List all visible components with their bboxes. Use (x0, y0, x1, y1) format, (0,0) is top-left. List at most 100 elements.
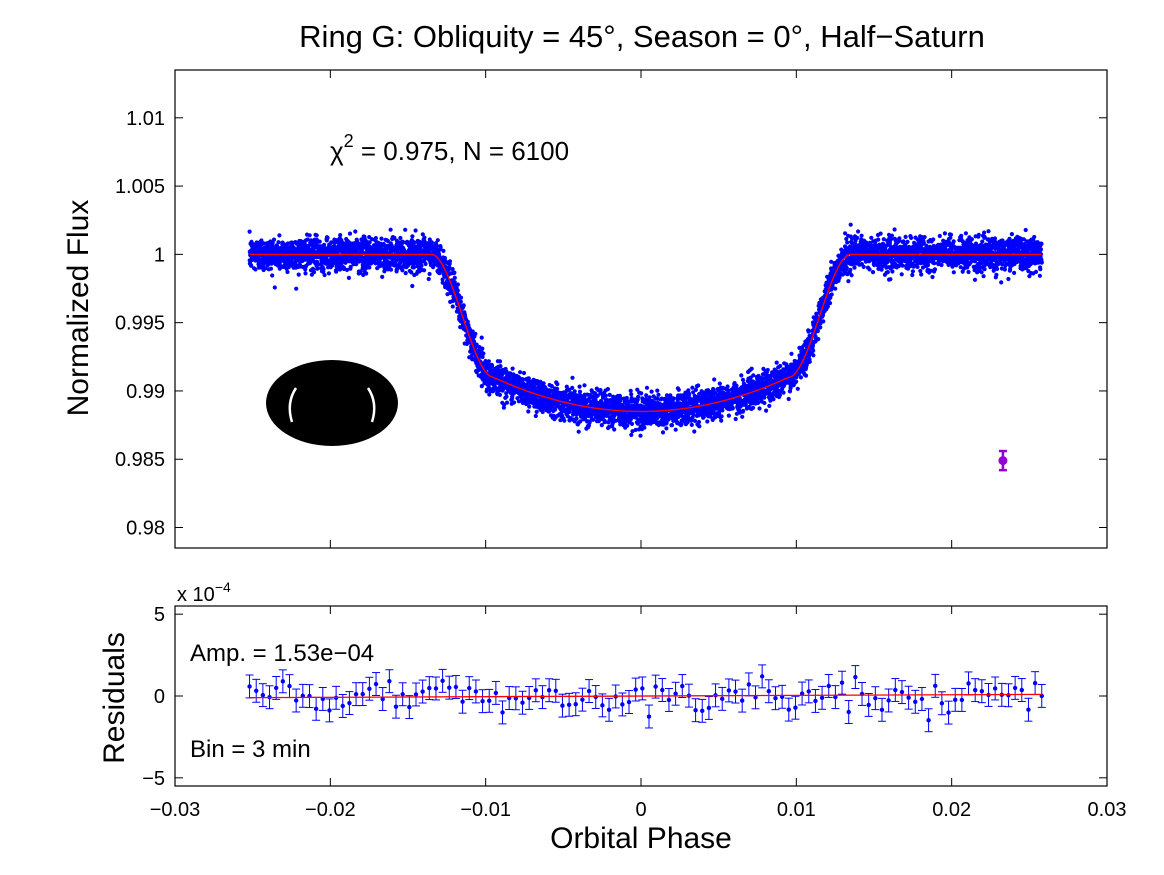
flux-point (825, 304, 830, 309)
flux-point (417, 239, 422, 245)
flux-point (697, 424, 702, 429)
flux-point (527, 404, 532, 409)
flux-point (794, 379, 799, 384)
flux-point (673, 427, 678, 432)
flux-point (438, 245, 443, 250)
flux-point (385, 238, 390, 244)
flux-point (289, 259, 294, 264)
flux-point (795, 386, 800, 391)
flux-point (450, 304, 455, 309)
flux-point (739, 373, 744, 378)
flux-point (510, 366, 515, 371)
flux-point (253, 267, 258, 272)
flux-point (861, 264, 866, 269)
flux-point (329, 240, 334, 245)
flux-point (644, 385, 650, 390)
flux-point (486, 359, 491, 364)
flux-point (317, 239, 322, 244)
flux-point (553, 407, 558, 412)
flux-point (574, 416, 579, 421)
flux-point (887, 240, 893, 245)
flux-point (429, 240, 434, 246)
flux-point (504, 394, 509, 399)
flux-point (889, 233, 895, 238)
flux-point (367, 265, 372, 270)
flux-point (751, 405, 756, 410)
flux-point (892, 227, 897, 232)
flux-point (380, 274, 385, 279)
bottom-ylabel: Residuals (98, 632, 131, 764)
flux-point (798, 375, 804, 380)
flux-point (570, 375, 575, 380)
flux-point (518, 370, 523, 375)
flux-point (765, 367, 770, 373)
flux-point (811, 353, 816, 358)
flux-point (534, 409, 539, 414)
flux-point (555, 382, 560, 387)
flux-point (247, 229, 252, 234)
flux-point (479, 335, 484, 340)
flux-point (676, 387, 681, 392)
flux-point (347, 231, 353, 236)
flux-point (786, 396, 791, 402)
flux-point (734, 383, 739, 388)
flux-point (774, 360, 779, 365)
flux-point (271, 237, 277, 242)
flux-point (740, 414, 745, 419)
flux-point (338, 267, 343, 272)
flux-point (642, 425, 647, 430)
flux-point (270, 240, 275, 245)
flux-point (771, 397, 776, 402)
flux-data-points (247, 222, 1044, 438)
flux-point (504, 400, 510, 405)
flux-point (348, 264, 353, 269)
flux-point (833, 286, 838, 291)
flux-point (419, 263, 424, 268)
flux-point (693, 387, 699, 392)
flux-point (452, 275, 457, 280)
flux-point (322, 272, 327, 278)
flux-point (818, 325, 823, 330)
flux-point (377, 259, 382, 264)
flux-point (277, 233, 282, 238)
flux-point (803, 373, 809, 378)
flux-point (392, 235, 397, 240)
flux-point (625, 423, 630, 428)
flux-point (829, 292, 834, 297)
flux-point (401, 240, 406, 245)
flux-point (423, 261, 428, 267)
flux-point (338, 233, 343, 238)
flux-point (811, 348, 816, 353)
flux-point (821, 319, 826, 324)
flux-point (696, 419, 702, 425)
flux-point (276, 240, 281, 245)
flux-point (400, 268, 405, 273)
flux-point (603, 393, 608, 398)
flux-point (845, 240, 850, 245)
flux-point (629, 432, 634, 437)
flux-point (455, 282, 460, 287)
flux-point (888, 277, 893, 282)
flux-point (764, 408, 769, 413)
flux-point (629, 421, 635, 426)
flux-point (781, 390, 786, 395)
flux-point (598, 388, 603, 393)
flux-point (815, 329, 820, 334)
flux-point (521, 370, 527, 376)
flux-point (555, 386, 560, 391)
flux-point (473, 331, 478, 336)
flux-point (263, 266, 268, 271)
flux-point (844, 265, 849, 271)
flux-point (455, 288, 460, 293)
flux-point (692, 418, 698, 423)
flux-point (294, 286, 299, 291)
flux-point (458, 295, 464, 300)
flux-point (705, 419, 710, 424)
flux-point (719, 414, 724, 419)
flux-point (789, 351, 794, 356)
flux-point (445, 292, 450, 297)
flux-point (629, 392, 634, 397)
flux-point (541, 381, 546, 386)
flux-point (461, 303, 466, 308)
flux-point (315, 266, 320, 271)
